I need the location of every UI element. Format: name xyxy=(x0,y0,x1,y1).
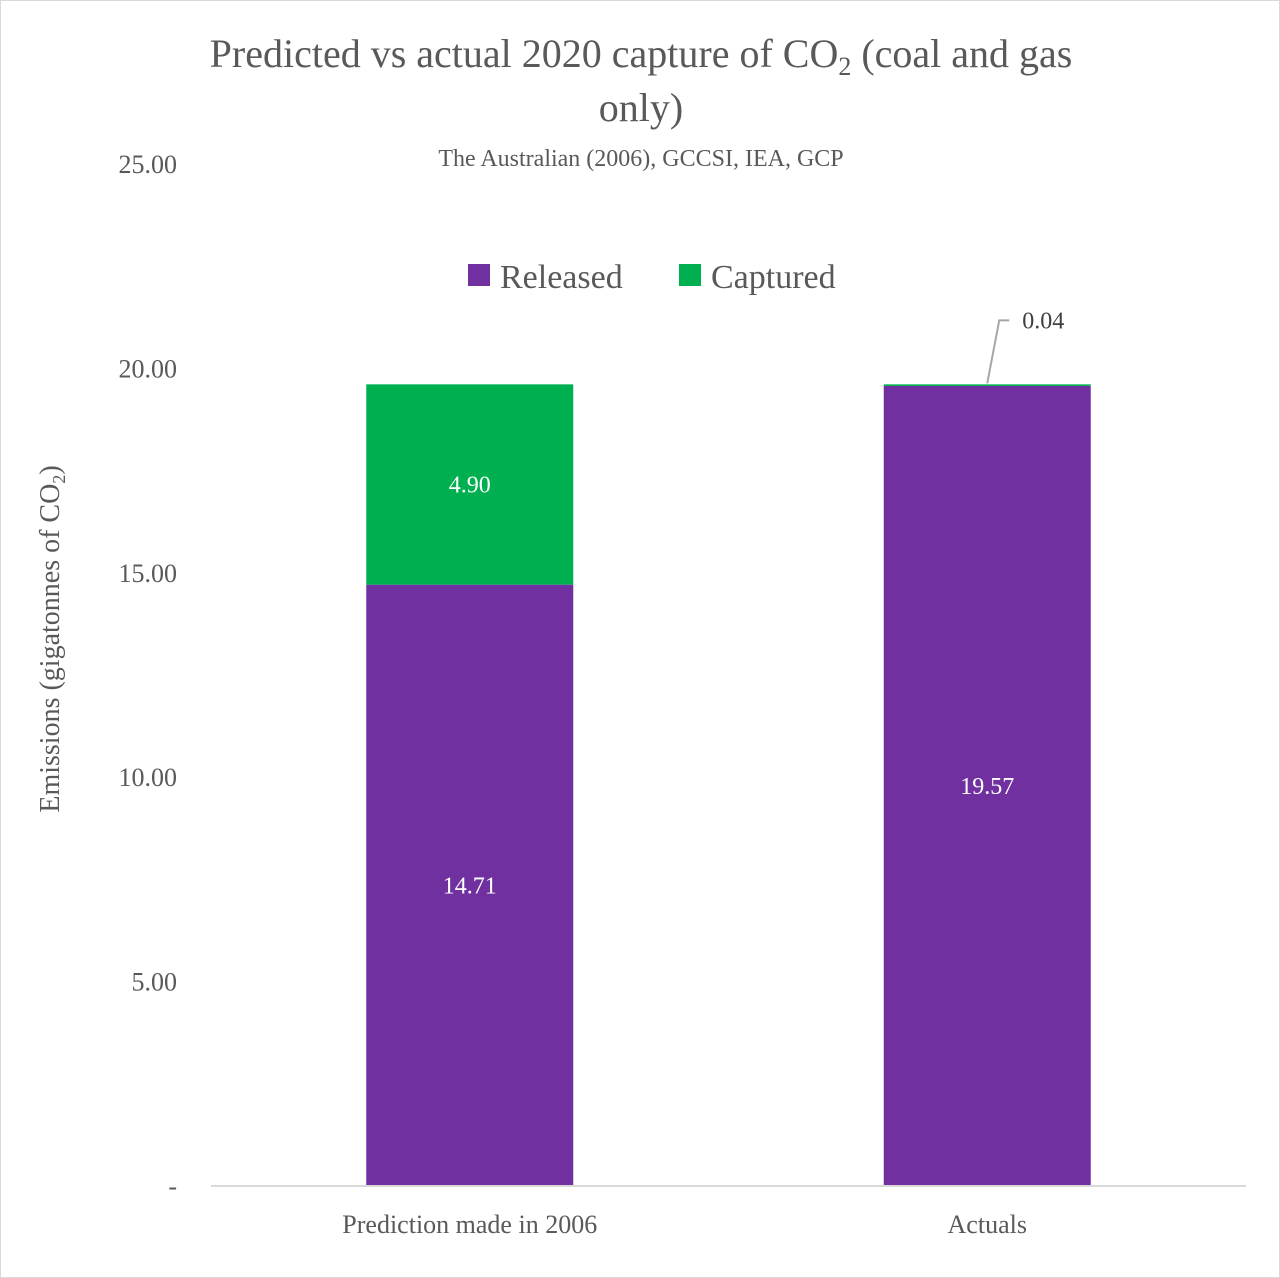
y-tick-label: 10.00 xyxy=(119,763,178,792)
legend-swatch-released xyxy=(468,264,490,286)
y-tick-label: - xyxy=(168,1172,177,1201)
legend-label-captured: Captured xyxy=(711,259,836,296)
data-label-leader-line xyxy=(986,319,1010,384)
y-tick-label: 15.00 xyxy=(119,559,178,588)
bars: 14.71 4.90 19.57 0.04 xyxy=(366,308,1091,1186)
y-tick-label: 25.00 xyxy=(119,150,178,179)
x-axis-ticks: Prediction made in 2006 Actuals xyxy=(342,1210,1027,1239)
bar-captured-1 xyxy=(883,384,1091,386)
x-tick-label: Actuals xyxy=(948,1210,1027,1239)
data-label-released-1: 19.57 xyxy=(960,774,1014,800)
data-label-released-0: 14.71 xyxy=(443,873,497,899)
bar-released-1 xyxy=(883,385,1091,1186)
legend-label-released: Released xyxy=(500,259,623,296)
bar-captured-0 xyxy=(366,384,574,585)
y-tick-label: 20.00 xyxy=(119,354,178,383)
data-label-captured-0: 4.90 xyxy=(449,472,491,498)
chart-subtitle: The Australian (2006), GCCSI, IEA, GCP xyxy=(438,146,843,172)
data-label-captured-1: 0.04 xyxy=(1022,308,1064,334)
chart-title: Predicted vs actual 2020 capture of CO2 … xyxy=(210,31,1073,81)
legend-swatch-captured xyxy=(679,264,701,286)
chart-title-line2: only) xyxy=(599,85,683,130)
legend: Released Captured xyxy=(468,259,836,296)
y-axis-label: Emissions (gigatonnes of CO2) xyxy=(35,465,69,812)
y-axis-ticks: - 5.00 10.00 15.00 20.00 25.00 xyxy=(119,150,178,1201)
y-tick-label: 5.00 xyxy=(132,968,178,997)
bar-released-0 xyxy=(366,584,574,1186)
x-tick-label: Prediction made in 2006 xyxy=(342,1210,597,1239)
